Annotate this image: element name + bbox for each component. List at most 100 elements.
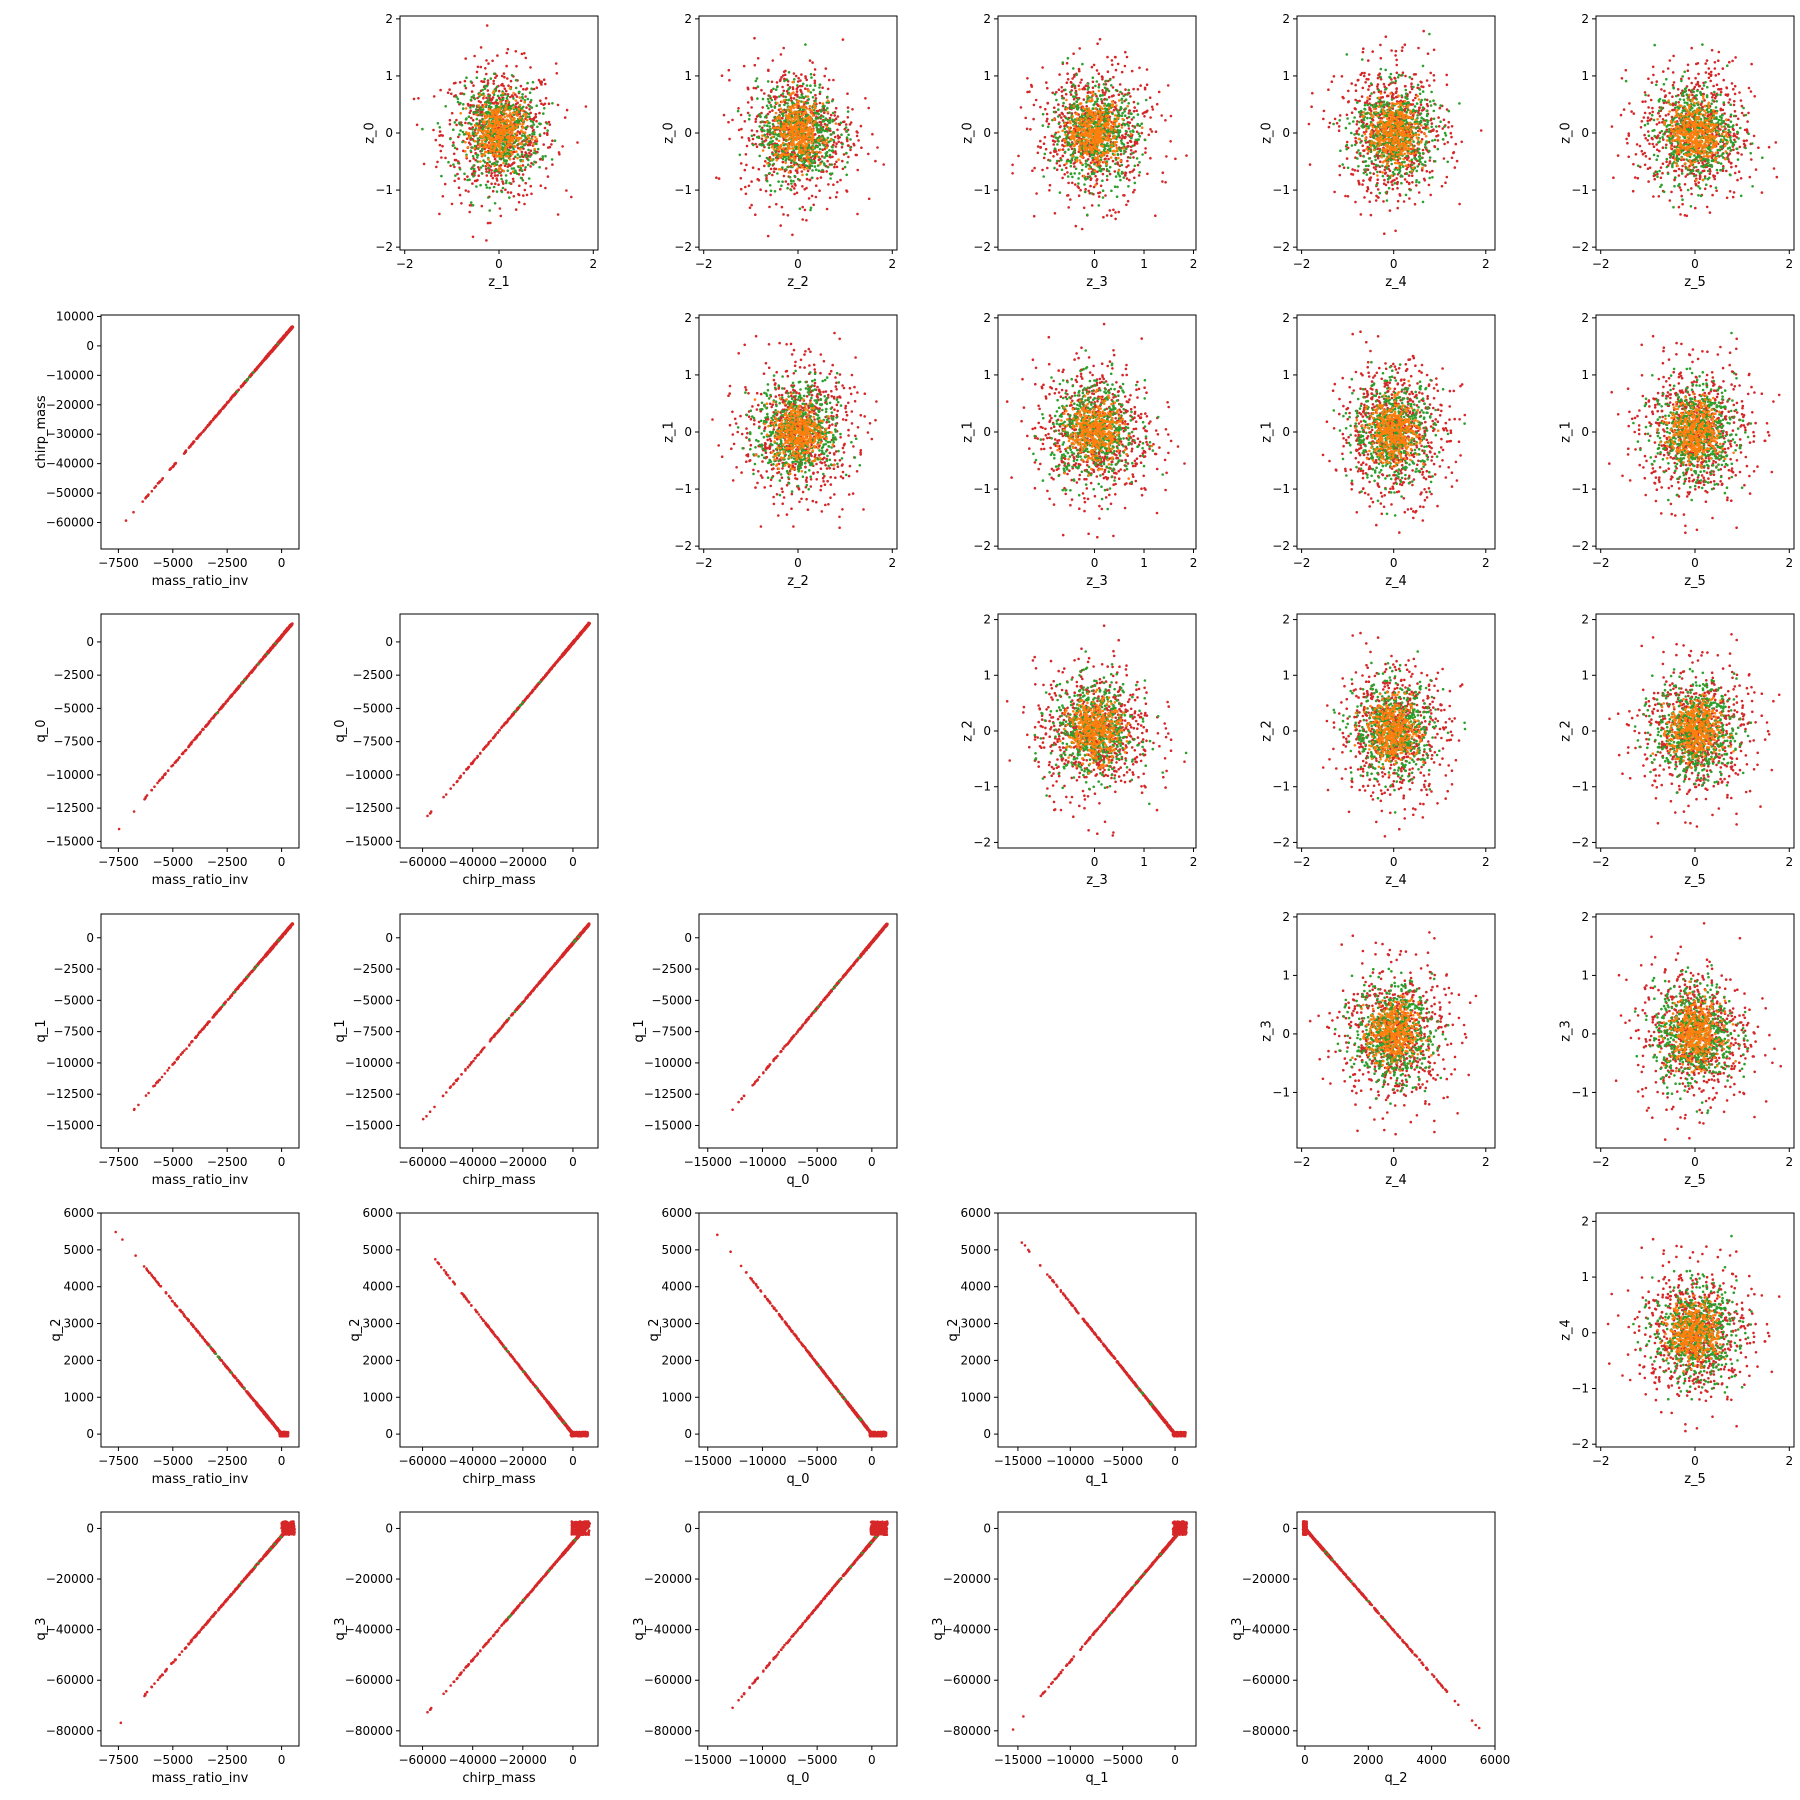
point-red (448, 88, 451, 91)
point-red (743, 168, 747, 172)
point-red (815, 109, 819, 113)
point-red (544, 167, 548, 170)
point-red (1445, 83, 1449, 86)
point-orange (776, 126, 780, 130)
point-orange (505, 121, 508, 125)
point-orange (512, 111, 515, 115)
point-green (479, 166, 483, 169)
point-red (514, 208, 518, 211)
point-red (520, 155, 524, 158)
point-red (570, 195, 573, 199)
point-red (499, 174, 503, 177)
point-red (755, 115, 759, 118)
point-orange (789, 109, 793, 113)
x-tick-label: 0 (495, 257, 503, 271)
point-red (1074, 224, 1078, 228)
point-orange (512, 118, 516, 121)
point-red (846, 116, 850, 119)
point-green (458, 133, 461, 136)
point-orange (1100, 154, 1104, 158)
point-red (791, 87, 795, 91)
point-red (1417, 111, 1420, 114)
point-orange (1100, 119, 1103, 122)
point-orange (807, 140, 811, 144)
point-green (498, 157, 502, 161)
point-orange (1105, 150, 1109, 153)
point-green (460, 123, 464, 127)
point-orange (1097, 115, 1101, 119)
point-orange (801, 138, 805, 142)
point-green (787, 71, 791, 74)
point-red (1132, 100, 1136, 104)
point-red (722, 113, 726, 117)
point-green (1121, 122, 1125, 125)
point-orange (834, 122, 838, 125)
point-red (1117, 93, 1121, 96)
point-green (765, 104, 769, 108)
point-red (506, 165, 510, 169)
point-red (787, 182, 790, 186)
point-red (1089, 178, 1092, 181)
point-orange (777, 122, 780, 125)
point-orange (1109, 156, 1113, 159)
point-red (756, 57, 760, 60)
point-red (434, 138, 438, 142)
point-orange (825, 125, 829, 129)
point-orange (495, 128, 498, 132)
point-orange (800, 121, 803, 124)
point-orange (783, 98, 786, 102)
point-red (1036, 151, 1040, 155)
point-green (527, 158, 530, 162)
point-green (1093, 120, 1097, 124)
point-orange (806, 117, 810, 121)
point-orange (825, 141, 828, 145)
point-red (769, 193, 772, 197)
point-red (781, 74, 785, 77)
point-red (781, 160, 785, 164)
point-green (1093, 162, 1096, 166)
point-green (513, 141, 517, 144)
point-red (544, 96, 548, 100)
point-orange (782, 126, 785, 130)
point-red (1120, 70, 1124, 74)
point-green (1118, 129, 1122, 132)
point-red (463, 79, 467, 83)
point-orange (1087, 119, 1091, 122)
point-green (1116, 185, 1119, 189)
point-orange (783, 153, 787, 156)
point-green (783, 103, 786, 107)
point-red (1128, 121, 1132, 124)
point-orange (792, 104, 796, 107)
point-green (524, 166, 527, 169)
point-red (793, 182, 797, 186)
point-green (474, 127, 478, 130)
point-green (461, 140, 464, 144)
point-green (1066, 56, 1070, 60)
point-red (1132, 168, 1136, 171)
point-green (774, 88, 778, 91)
point-orange (500, 115, 503, 118)
point-green (462, 103, 465, 106)
point-orange (491, 126, 494, 129)
point-orange (811, 114, 815, 117)
point-red (441, 144, 444, 148)
point-green (1144, 98, 1148, 102)
point-green (1122, 152, 1126, 155)
point-green (1066, 175, 1070, 178)
point-red (1082, 98, 1086, 101)
x-tick-label: 2 (589, 257, 597, 271)
point-green (779, 123, 783, 127)
point-green (496, 94, 500, 98)
point-green (823, 156, 826, 159)
point-red (469, 127, 472, 130)
point-green (526, 81, 529, 85)
point-green (465, 153, 468, 157)
point-orange (797, 146, 801, 150)
point-orange (1085, 153, 1089, 156)
point-red (737, 107, 740, 110)
point-red (1105, 154, 1109, 158)
point-orange (518, 103, 522, 107)
point-orange (465, 131, 468, 134)
point-red (1090, 204, 1094, 207)
point-red (528, 151, 531, 155)
